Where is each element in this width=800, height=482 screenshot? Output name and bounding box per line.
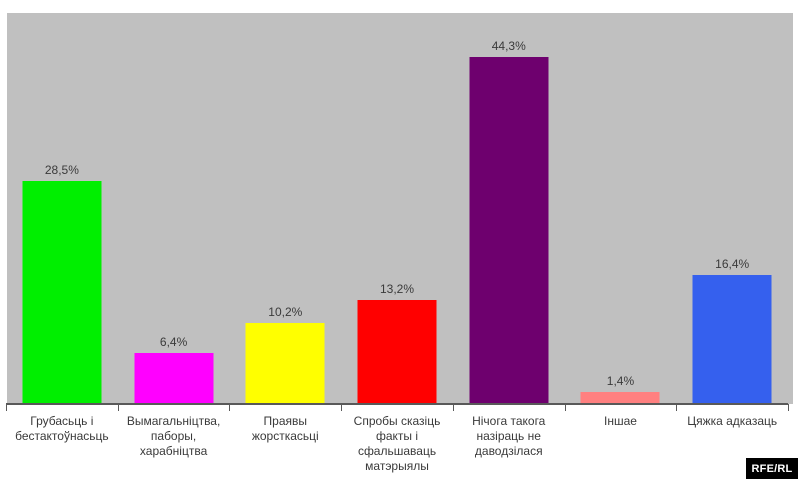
axis-tick [118,404,119,411]
bar [469,57,549,403]
bar-group: 6,4% [118,13,230,403]
rferl-logo: RFE/RL [746,458,798,479]
axis-tick [788,404,789,411]
bar [580,392,660,403]
x-axis-line [6,403,788,405]
axis-tick [676,404,677,411]
bar-group: 44,3% [453,13,565,403]
axis-tick [341,404,342,411]
category-label: Спробы сказіць факты і сфальшаваць матэр… [353,414,441,473]
bar-group: 10,2% [229,13,341,403]
bar-value-label: 16,4% [715,257,750,271]
bar-value-label: 44,3% [491,39,526,53]
bars-container: 28,5% 6,4% 10,2% 13,2% 44,3% 1,4% 16,4% [6,13,788,403]
bar-value-label: 13,2% [380,282,415,296]
category-label: Цяжка адказаць [687,414,778,428]
bar-value-label: 28,5% [44,163,79,177]
category-label: Іншае [603,414,637,428]
bar-group: 1,4% [565,13,677,403]
category-label: Нічога такога назіраць не даводзілася [472,414,546,458]
axis-tick [453,404,454,411]
axis-tick [229,404,230,411]
bar [692,275,772,403]
bar [22,181,102,403]
bar-group: 16,4% [676,13,788,403]
bar [134,353,214,403]
bar [357,300,437,403]
bar-group: 28,5% [6,13,118,403]
axis-tick [565,404,566,411]
category-labels-row: Грубасьць і бестактоўнасьць Вымагальніцт… [6,414,788,474]
axis-tick [6,404,7,411]
category-label: Вымагальніцтва, паборы, харабніцтва [126,414,221,458]
bar-group: 13,2% [341,13,453,403]
bar-value-label: 10,2% [268,305,303,319]
category-label: Праявы жорсткасьці [251,414,319,443]
category-label: Грубасьць і бестактоўнасьць [15,414,109,443]
bar-value-label: 1,4% [606,374,635,388]
bar-value-label: 6,4% [159,335,188,349]
bar [245,323,325,403]
